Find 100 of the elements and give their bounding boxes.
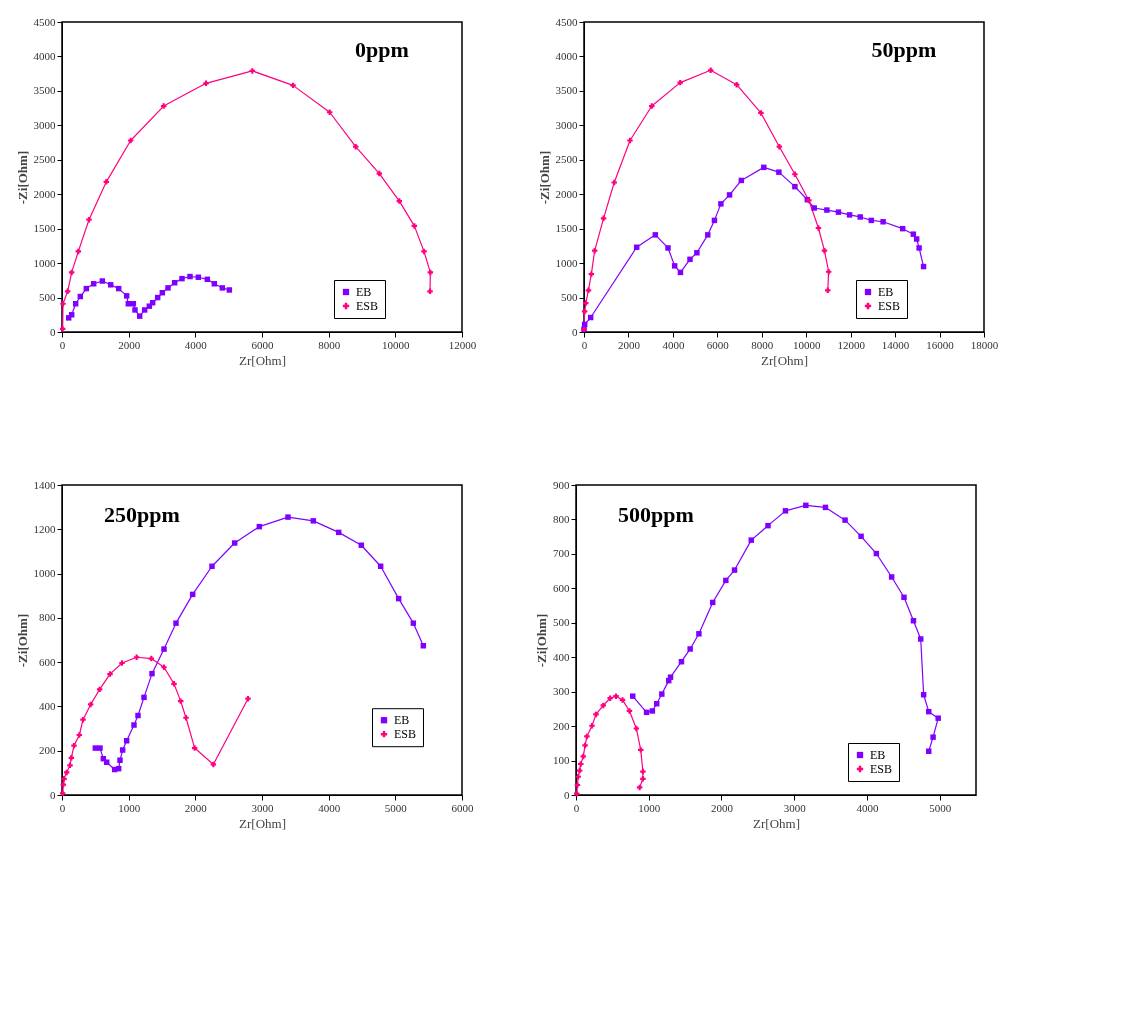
text: 250ppm	[104, 502, 180, 527]
point	[285, 514, 291, 520]
y-tick-label: 0	[564, 788, 570, 801]
point	[758, 110, 764, 116]
y-tick-label: 1200	[33, 522, 56, 535]
point	[97, 745, 103, 751]
y-axis-title: -Zi[Ohm]	[14, 150, 30, 205]
point	[696, 631, 702, 637]
point	[792, 171, 798, 177]
point	[659, 691, 665, 697]
legend-label: EB	[394, 713, 410, 728]
x-tick-label: 0	[59, 338, 66, 351]
point	[726, 192, 733, 198]
x-tick-label: 4000	[856, 801, 879, 814]
point	[211, 281, 218, 287]
y-tick-label: 1500	[33, 222, 56, 235]
point	[80, 716, 86, 723]
point	[880, 219, 886, 225]
point	[210, 761, 217, 768]
point	[776, 169, 782, 175]
point	[231, 540, 238, 546]
point	[619, 697, 626, 703]
point	[358, 542, 365, 548]
point	[60, 781, 67, 788]
x-tick-label: 0	[581, 338, 588, 351]
point	[916, 245, 922, 251]
point	[574, 782, 581, 788]
point	[249, 68, 256, 74]
point	[607, 695, 613, 701]
y-tick-label: 900	[553, 478, 570, 491]
point	[136, 313, 143, 319]
y-tick-label: 1400	[33, 478, 56, 491]
point	[723, 577, 729, 584]
point	[761, 164, 767, 171]
y-tick-label: 0	[572, 325, 578, 338]
y-tick-label: 3000	[555, 118, 578, 131]
point	[811, 205, 817, 211]
x-tick-label: 4000	[318, 801, 341, 814]
point	[589, 723, 595, 729]
x-axis-title: Zr[Ohm]	[753, 815, 800, 831]
y-tick-label: 200	[39, 744, 56, 757]
y-tick-label: 4000	[33, 49, 56, 62]
point	[910, 231, 917, 237]
x-tick-label: 1000	[638, 801, 661, 814]
y-tick-label: 4000	[555, 49, 578, 62]
point	[611, 179, 617, 186]
point	[857, 214, 863, 220]
point	[930, 734, 936, 740]
y-axis-title: -Zi[Ohm]	[14, 613, 30, 668]
y-tick-label: 600	[39, 655, 56, 668]
point	[920, 692, 927, 698]
y-tick-label: 500	[561, 291, 578, 304]
y-axis-title: -Zi[Ohm]	[534, 613, 549, 668]
x-tick-label: 8000	[751, 338, 774, 351]
point	[748, 537, 755, 543]
point	[588, 271, 595, 277]
y-tick-label: 500	[553, 616, 570, 629]
point	[117, 757, 123, 763]
point	[582, 742, 588, 749]
x-tick-label: 10000	[792, 338, 821, 351]
point	[68, 269, 75, 276]
point	[858, 533, 864, 540]
x-tick-label: 0	[59, 801, 66, 814]
text: 50ppm	[871, 37, 937, 62]
point	[60, 301, 66, 307]
point	[888, 574, 895, 580]
y-tick-label: 0	[50, 788, 56, 801]
y-tick-label: 1000	[33, 256, 56, 269]
point	[103, 759, 110, 765]
point	[687, 256, 693, 263]
point	[821, 247, 828, 254]
legend-label: ESB	[394, 727, 417, 742]
point	[629, 693, 636, 699]
point	[575, 774, 581, 780]
x-tick-label: 5000	[929, 801, 952, 814]
x-tick-label: 16000	[926, 338, 955, 351]
point	[127, 137, 134, 144]
point	[652, 232, 659, 238]
point	[585, 287, 592, 294]
x-tick-label: 1000	[118, 801, 141, 814]
point	[376, 170, 383, 177]
x-tick-label: 12000	[837, 338, 866, 351]
point	[576, 767, 583, 774]
point	[694, 250, 700, 256]
point	[707, 67, 714, 73]
y-tick-label: 400	[39, 699, 56, 712]
point	[187, 273, 193, 280]
y-tick-label: 1000	[555, 256, 578, 269]
point	[107, 671, 113, 677]
x-tick-label: 18000	[970, 338, 999, 351]
point	[86, 216, 92, 223]
y-tick-label: 200	[553, 719, 570, 732]
point	[636, 784, 643, 791]
point	[782, 508, 789, 514]
point	[627, 137, 633, 144]
point	[577, 761, 584, 767]
y-tick-label: 800	[553, 512, 570, 525]
point	[667, 674, 674, 680]
x-tick-label: 4000	[184, 338, 208, 351]
point	[649, 103, 655, 109]
